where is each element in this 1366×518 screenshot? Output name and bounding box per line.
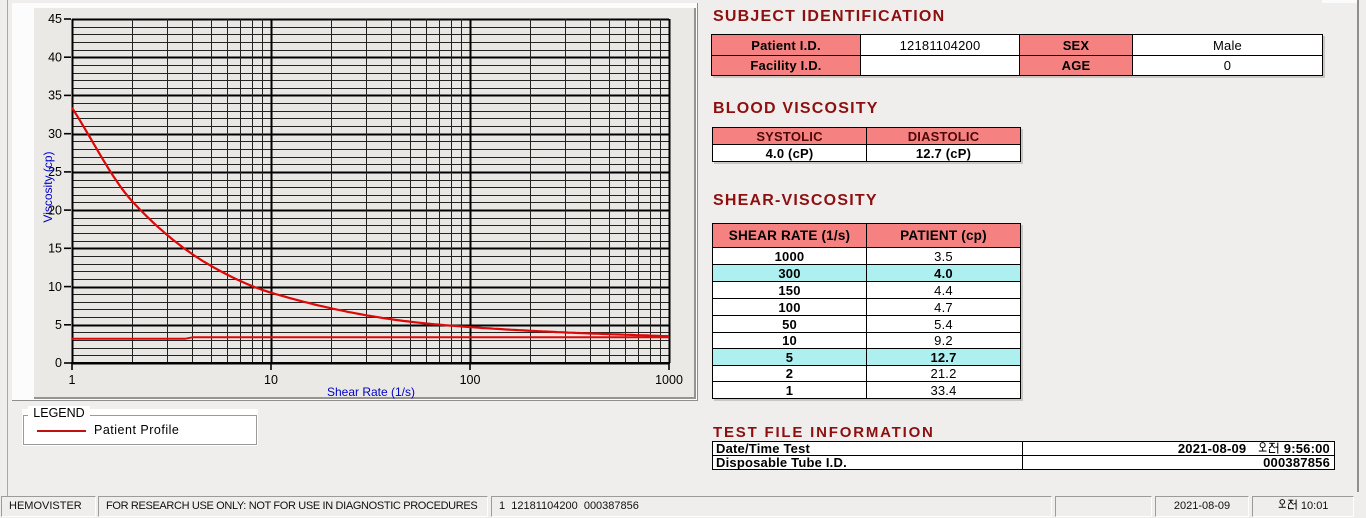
svg-text:1: 1 [69, 373, 76, 387]
svg-text:1000: 1000 [655, 373, 683, 387]
svg-text:30: 30 [48, 127, 62, 141]
svg-text:20: 20 [48, 203, 62, 217]
svg-text:10: 10 [48, 280, 62, 294]
svg-text:25: 25 [48, 165, 62, 179]
svg-text:0: 0 [55, 356, 62, 370]
svg-text:15: 15 [48, 242, 62, 256]
svg-text:10: 10 [264, 373, 278, 387]
svg-text:5: 5 [55, 318, 62, 332]
svg-text:40: 40 [48, 50, 62, 64]
svg-text:35: 35 [48, 89, 62, 103]
svg-text:Viscosity (cp): Viscosity (cp) [41, 151, 55, 222]
svg-text:Shear Rate (1/s): Shear Rate (1/s) [327, 385, 415, 399]
svg-text:45: 45 [48, 12, 62, 26]
svg-text:100: 100 [460, 373, 481, 387]
